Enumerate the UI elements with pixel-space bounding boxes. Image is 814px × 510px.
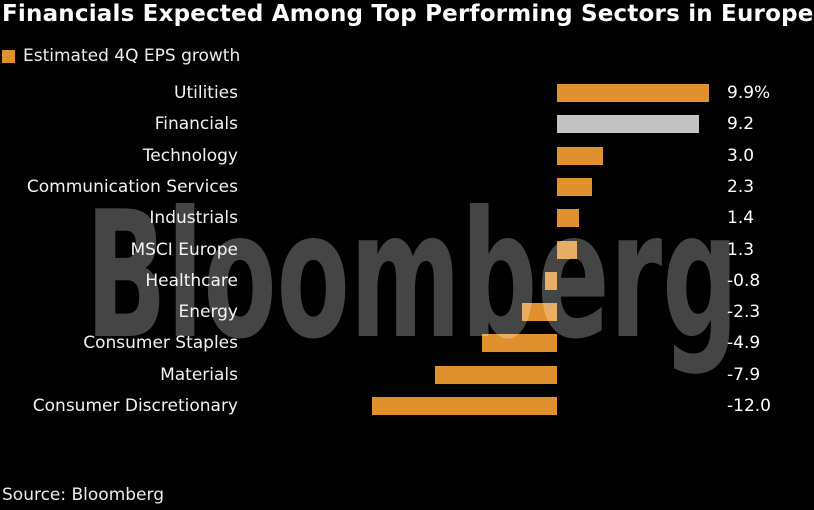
value-label: -0.8: [727, 270, 761, 291]
category-label: Communication Services: [26, 176, 238, 197]
value-label: -4.9: [727, 333, 761, 354]
bar: [557, 115, 699, 134]
category-label: Consumer Staples: [83, 333, 238, 354]
category-label: Consumer Discretionary: [32, 396, 238, 416]
bar: [544, 271, 557, 290]
bar: [372, 397, 557, 415]
value-label: -12.0: [727, 396, 771, 416]
value-label: -7.9: [727, 364, 761, 385]
bar: [557, 240, 578, 259]
category-label: Utilities: [174, 83, 238, 103]
source-attribution: Source: Bloomberg: [2, 485, 164, 505]
value-label: 9.9%: [727, 83, 771, 103]
chart-title: Financials Expected Among Top Performing…: [2, 1, 814, 27]
bar: [435, 365, 557, 384]
value-label: 1.3: [727, 239, 755, 260]
value-label: 3.0: [727, 145, 755, 166]
bar: [557, 146, 604, 165]
category-label: MSCI Europe: [130, 239, 238, 260]
value-label: 2.3: [727, 176, 755, 197]
category-label: Industrials: [149, 208, 238, 229]
legend-swatch-icon: [2, 49, 15, 63]
bar: [521, 303, 557, 322]
legend: Estimated 4Q EPS growth: [2, 46, 241, 66]
legend-label: Estimated 4Q EPS growth: [23, 46, 241, 66]
category-label: Materials: [160, 364, 238, 385]
bar: [557, 209, 579, 228]
category-label: Financials: [154, 114, 238, 135]
value-label: 9.2: [727, 114, 755, 135]
category-label: Energy: [178, 302, 238, 323]
bar: [557, 84, 710, 102]
bar: [557, 177, 593, 196]
value-label: -2.3: [727, 302, 761, 323]
category-label: Healthcare: [145, 270, 238, 291]
bar: [481, 334, 557, 353]
value-label: 1.4: [727, 208, 755, 229]
category-label: Technology: [142, 145, 238, 166]
